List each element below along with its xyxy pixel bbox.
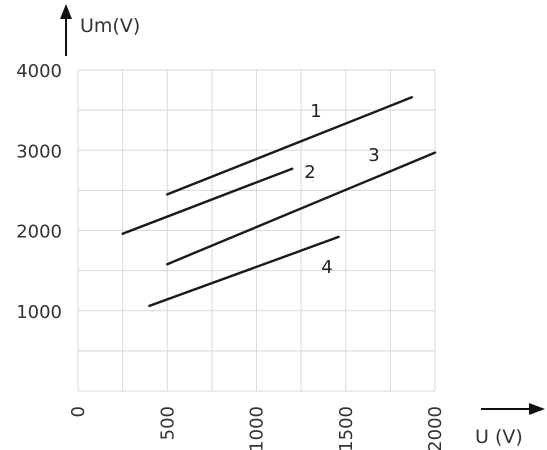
y-tick-label: 3000 [16, 141, 62, 162]
y-axis-arrow [60, 4, 72, 56]
x-axis-arrow [481, 403, 545, 415]
series-lines [121, 96, 437, 308]
series-label-1: 1 [310, 101, 321, 122]
series-line-2 [121, 167, 294, 235]
series-line-4 [148, 235, 340, 308]
series-line-3 [166, 151, 437, 266]
y-tick-label: 4000 [16, 61, 62, 82]
x-tick-label: 500 [157, 406, 178, 440]
series-labels: 1 2 3 4 [304, 101, 379, 278]
x-axis-title: U (V) [475, 426, 523, 448]
series-label-4: 4 [321, 257, 332, 278]
x-tick-label: 1000 [247, 406, 268, 450]
grid [77, 69, 436, 392]
x-tick-label: 0 [68, 406, 89, 417]
y-tick-label: 1000 [16, 302, 62, 323]
x-tick-labels: 0 500 1000 1500 2000 [68, 406, 446, 450]
y-axis-title: Um(V) [80, 15, 140, 37]
series-line-1 [166, 96, 413, 196]
x-tick-label: 2000 [425, 406, 446, 450]
y-tick-label: 2000 [16, 222, 62, 243]
series-label-3: 3 [368, 145, 379, 166]
series-label-2: 2 [304, 162, 315, 183]
y-tick-labels: 1000 2000 3000 4000 [16, 61, 62, 323]
x-tick-label: 1500 [336, 406, 357, 450]
